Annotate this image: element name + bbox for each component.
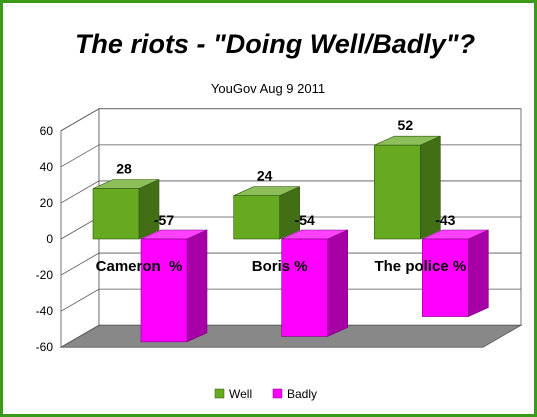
bar-badly [422,229,489,318]
legend-swatch [272,388,283,399]
data-label-well: 28 [116,160,132,176]
bar-badly-side [468,229,489,318]
y-axis-ticks: 60 40 20 0 -20 -40 -60 [36,124,54,354]
data-label-well: 52 [398,117,414,133]
data-label-well: 24 [257,168,273,184]
legend: Well Badly [214,387,317,401]
y-tick-label: 40 [40,160,54,174]
gridline [60,108,521,132]
legend-swatch [214,388,225,399]
bar-badly-side [186,229,208,343]
y-tick-label: 60 [40,124,54,138]
data-label-badly: -54 [295,212,315,228]
bar-badly-front [422,238,469,317]
data-label-badly: -57 [154,212,174,228]
legend-label: Badly [287,387,317,401]
y-tick-label: -20 [36,268,54,282]
bar-well-side [138,179,160,240]
data-label-badly: -43 [435,212,455,228]
bar-badly-front [281,238,328,337]
y-tick-label: -40 [36,304,54,318]
bar-well-front [374,144,421,240]
bar-badly [281,229,348,337]
legend-label: Well [229,387,252,401]
y-tick-label: 0 [46,232,53,246]
bar-well [374,135,441,240]
gridline [60,288,521,312]
bar-badly-front [140,238,188,343]
bars [92,135,489,343]
category-label: Boris % [252,258,308,275]
y-tick-label: 20 [40,196,54,210]
bar-badly-side [327,229,348,337]
category-labels: Cameron % Boris % The police % [96,258,467,275]
gridline [60,252,521,276]
bar-well-front [92,188,140,240]
chart-subtitle: YouGov Aug 9 2011 [211,81,325,96]
y-tick-label: -60 [36,340,54,354]
chart-title: The riots - "Doing Well/Badly"? [75,29,475,59]
chart-canvas: The riots - "Doing Well/Badly"? YouGov A… [36,29,523,401]
bar-well-front [233,195,280,240]
bar-badly [140,229,208,343]
bar-well [233,186,300,240]
category-label: Cameron % [96,258,183,275]
category-label: The police % [374,258,466,275]
data-labels: 28 -57 24 -54 52 -43 [116,117,455,228]
bar-well [92,179,160,240]
